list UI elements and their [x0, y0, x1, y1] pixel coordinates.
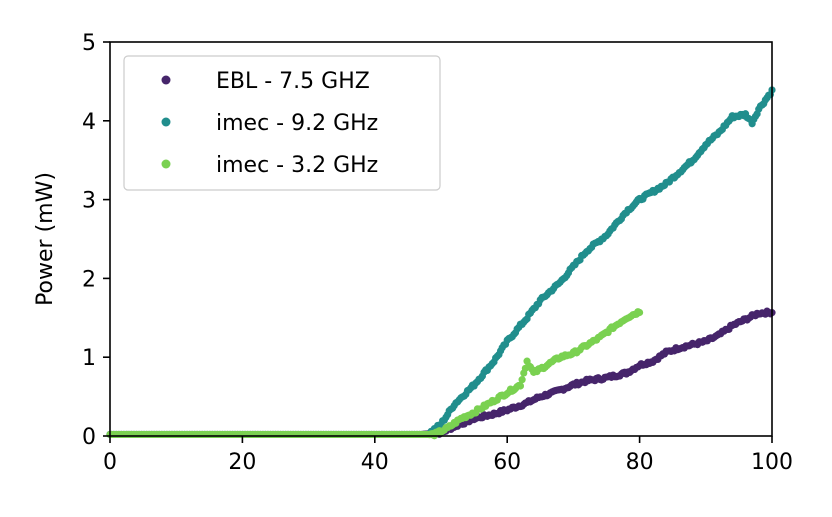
legend-marker	[161, 117, 171, 127]
y-tick-label: 2	[82, 267, 96, 292]
x-tick-label: 60	[493, 450, 521, 475]
y-axis-label: Power (mW)	[33, 172, 58, 306]
legend-label: EBL - 7.5 GHZ	[216, 69, 370, 94]
y-tick-label: 3	[82, 189, 96, 214]
plot-frame	[109, 41, 773, 437]
data-point	[516, 382, 525, 390]
series-2	[106, 308, 644, 440]
legend-marker	[161, 159, 171, 169]
data-point	[518, 376, 526, 384]
legend-label: imec - 3.2 GHz	[216, 153, 378, 178]
x-tick-label: 0	[103, 450, 117, 475]
x-tick-label: 40	[361, 450, 389, 475]
x-tick-label: 100	[751, 450, 793, 475]
legend: EBL - 7.5 GHZ imec - 9.2 GHz imec - 3.2 GH…	[123, 55, 441, 191]
y-tick-label: 1	[82, 346, 96, 371]
y-tick-label: 5	[82, 31, 96, 56]
y-tick-label: 4	[82, 110, 96, 135]
legend-label: imec - 9.2 GHz	[216, 111, 378, 136]
legend-box	[123, 55, 441, 191]
x-tick-label: 80	[626, 450, 654, 475]
y-tick-label: 0	[82, 425, 96, 450]
ticks-layer: 0 20 40 60 80 100 0 1 2 3 4 5	[82, 31, 793, 475]
data-point	[636, 308, 644, 317]
legend-marker	[161, 75, 171, 85]
x-tick-label: 20	[228, 450, 256, 475]
